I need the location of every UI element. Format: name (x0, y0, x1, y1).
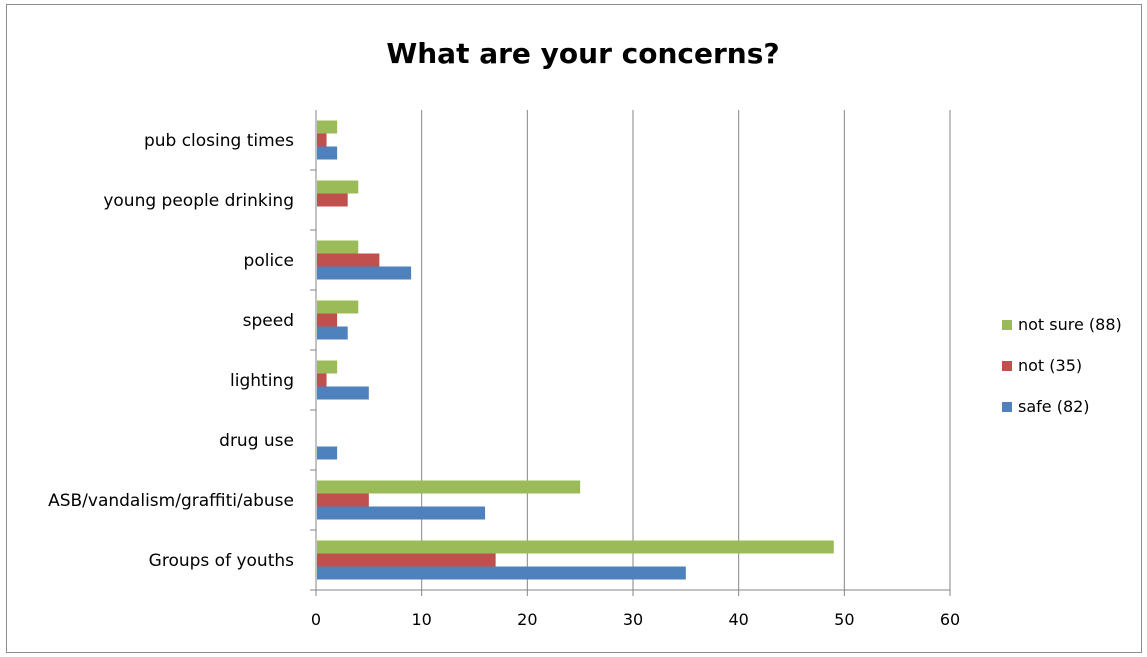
category-label: ASB/vandalism/graffiti/abuse (48, 491, 294, 511)
bar-safe (317, 446, 338, 460)
legend-swatch (1002, 361, 1012, 371)
x-tick-label: 20 (517, 610, 537, 629)
bar-not (317, 373, 327, 387)
legend-entry: safe (82) (1018, 397, 1090, 416)
category-label: police (244, 251, 294, 271)
bar-not (317, 493, 369, 507)
category-label: speed (243, 311, 294, 331)
bar-safe (317, 146, 338, 160)
category-label: Groups of youths (149, 551, 294, 571)
category-labels: Groups of youths ASB/vandalism/graffiti/a… (48, 131, 294, 571)
bar-not (317, 300, 359, 314)
bar-not (317, 133, 327, 147)
bar-safe (317, 566, 686, 580)
gridlines (421, 110, 951, 590)
bar-safe (317, 506, 486, 520)
bar-not (317, 540, 834, 554)
bar-safe (317, 386, 369, 400)
legend-swatch (1002, 402, 1012, 412)
x-tick-label: 0 (311, 610, 321, 629)
legend: not sure (88) not (35) safe (82) (1002, 315, 1122, 416)
x-tick-labels: 0 10 20 30 40 50 60 (311, 610, 960, 629)
bar-not (317, 120, 338, 134)
x-tick-label: 30 (623, 610, 643, 629)
legend-entry: not (35) (1018, 356, 1082, 375)
bar-safe (317, 266, 412, 280)
legend-swatch (1002, 320, 1012, 330)
bar-not (317, 193, 348, 207)
bar-not (317, 553, 496, 567)
bar-not (317, 313, 338, 327)
x-tick-label: 50 (834, 610, 854, 629)
x-tick-label: 60 (940, 610, 960, 629)
axes (310, 110, 951, 596)
x-tick-label: 40 (728, 610, 748, 629)
bar-not (317, 180, 359, 194)
bar-not (317, 240, 359, 254)
legend-entry: not sure (88) (1018, 315, 1122, 334)
category-label: young people drinking (103, 191, 294, 211)
bar-not (317, 360, 338, 374)
bars (317, 120, 834, 580)
category-label: lighting (230, 371, 294, 391)
bar-not (317, 480, 581, 494)
bar-not (317, 253, 380, 267)
category-label: drug use (219, 431, 294, 451)
chart-title: What are your concerns? (386, 37, 779, 70)
x-tick-label: 10 (411, 610, 431, 629)
bar-safe (317, 326, 348, 340)
category-label: pub closing times (144, 131, 294, 151)
